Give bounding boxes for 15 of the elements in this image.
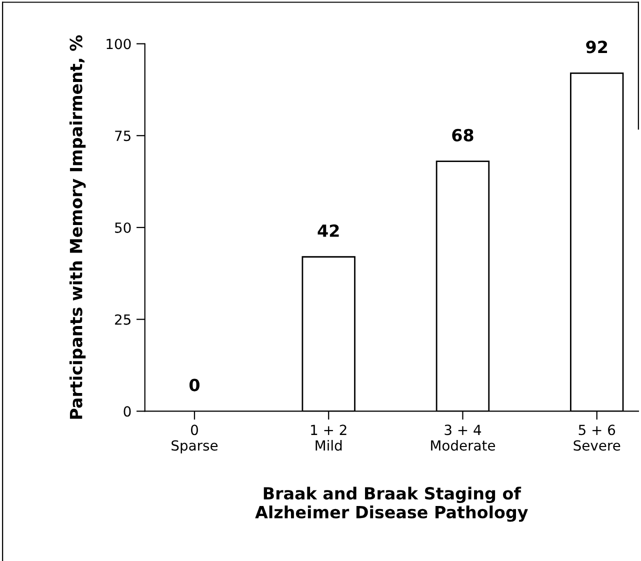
x-tick-label: 1 + 2 Mild [311,424,346,451]
data-label: 42 [318,224,339,237]
data-label: 92 [586,40,608,54]
x-tick-label: 3 + 4 Moderate [431,424,496,451]
y-tick-label: 75 [115,130,130,142]
y-tick-label: 25 [115,314,130,325]
y-tick-label: 0 [124,406,131,417]
y-tick-label: 50 [115,222,131,233]
y-axis-title: Participants with Memory Impairment, % [69,35,86,419]
data-label: 68 [452,128,474,142]
y-tick-label: 100 [106,38,131,50]
x-axis-title: Braak and Braak Staging of Alzheimer Disease Pathology [255,486,528,522]
data-label: 0 [189,378,200,392]
x-tick-label: 0 Sparse [172,424,218,454]
x-tick-label: 5 + 6 Severe [574,424,620,451]
